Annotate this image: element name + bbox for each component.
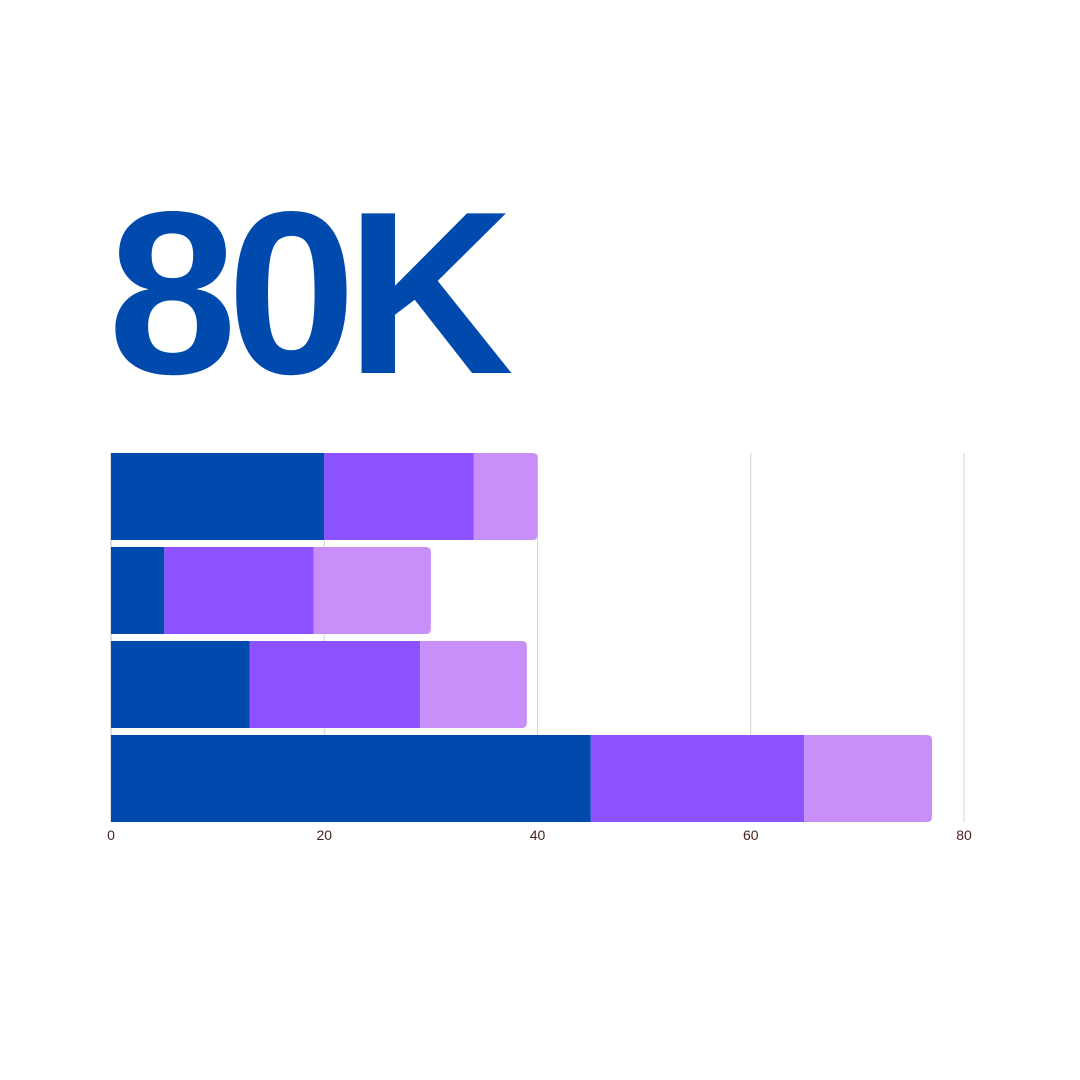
bar-row2-segment3 xyxy=(313,547,431,634)
x-tick-label: 40 xyxy=(530,827,546,843)
x-tick-label: 20 xyxy=(316,827,332,843)
x-axis-ticks: 0 20 40 60 80 xyxy=(107,827,972,843)
bar-row1-segment1 xyxy=(111,453,325,540)
x-tick-label: 80 xyxy=(956,827,972,843)
bar-row4-segment1 xyxy=(111,735,591,822)
x-tick-label: 0 xyxy=(107,827,115,843)
bar-row3-segment2 xyxy=(249,641,421,728)
bar-row2-segment1 xyxy=(111,547,165,634)
headline-stat: 80K xyxy=(108,164,514,423)
bar-row1-segment2 xyxy=(324,453,474,540)
bars xyxy=(111,453,933,822)
bar-row2-segment2 xyxy=(164,547,314,634)
bar-row3-segment3 xyxy=(420,641,527,728)
bar-row4-segment3 xyxy=(804,735,933,822)
bar-row4-segment2 xyxy=(590,735,805,822)
bar-row3-segment1 xyxy=(111,641,250,728)
bar-row1-segment3 xyxy=(473,453,538,540)
x-tick-label: 60 xyxy=(743,827,759,843)
